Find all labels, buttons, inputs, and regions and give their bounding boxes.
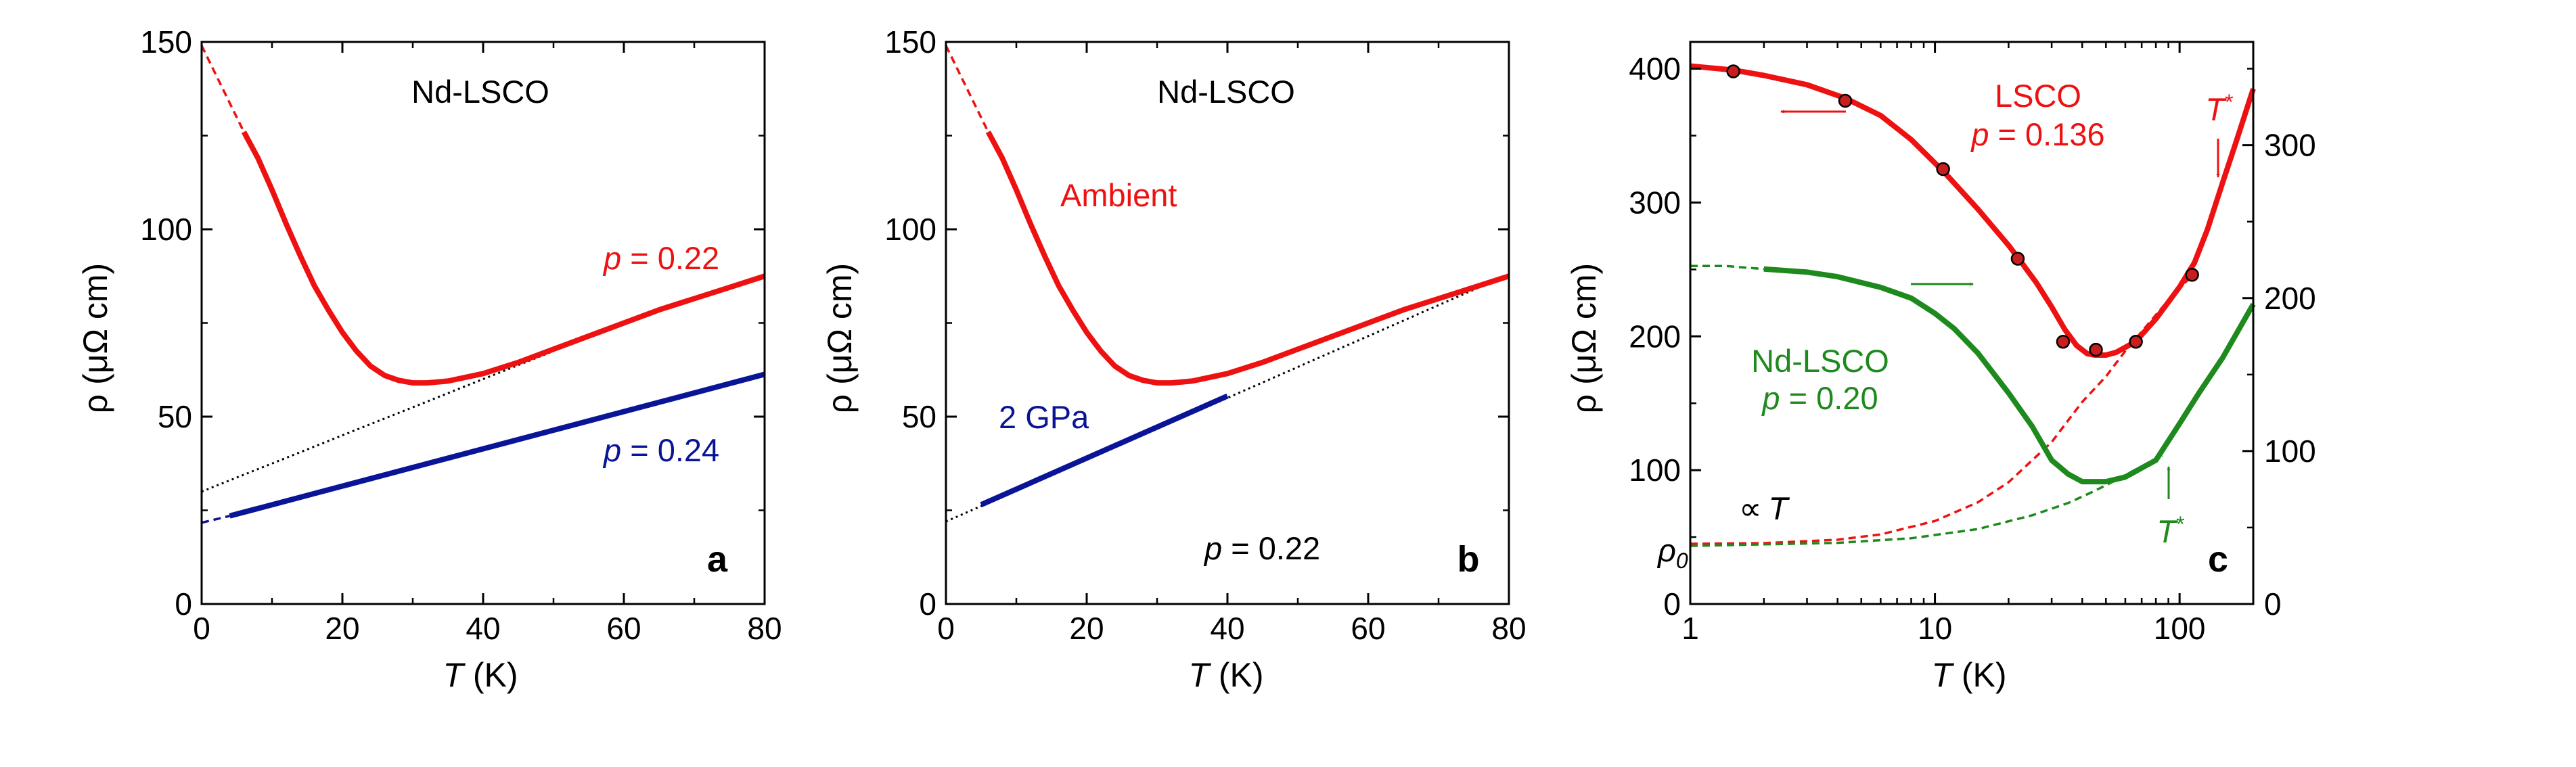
panel-c-data-point [2089,342,2103,357]
panel-c-lsco-doping-label: p = 0.136 [1970,116,2104,152]
panel-a-series-black-dotted [201,350,554,493]
panel-c-ylabel: ρ (μΩ cm) [1565,263,1603,413]
panel-a-x-tick-label: 40 [466,611,500,646]
panel-c-xlabel: T (K) [1931,656,2006,694]
panel-a-axes: 0 20 40 60 80 0 50 100 150 [140,24,782,646]
panel-b-x-tick-label: 80 [1491,611,1526,646]
panel-a-series-label-p024: p = 0.24 [602,432,719,468]
panel-a-y-tick-label: 100 [140,212,192,247]
panel-c-y-tick-label: 200 [1629,319,1681,354]
panel-a-y-tick-label: 0 [175,586,192,622]
panel-a-series-label-p022: p = 0.22 [602,240,719,276]
panel-c: 1 10 100 0 100 200 300 400 0 100 200 300 LSCO p = 0… [1565,41,2316,694]
panel-b-pressure-label: p = 0.22 [1203,530,1320,566]
panel-c-curves [1690,63,2256,547]
panel-c-lsco-label: LSCO [1995,78,2081,114]
panel-a-ylabel: ρ (μΩ cm) [76,263,114,413]
panel-c-data-point [2129,334,2143,349]
panel-b-series-ambient [985,131,1510,386]
panel-c-letter: c [2208,539,2228,580]
panel-a-y-tick-label: 50 [158,399,192,434]
panel-c-data-point [2010,252,2025,266]
panel-b-axes: 0 20 40 60 80 0 50 100 150 [884,24,1526,646]
panel-c-y-tick-label: 400 [1629,51,1681,87]
panel-c-x-tick-label: 100 [2154,611,2206,646]
panel-c-data-point [1936,162,1950,177]
panel-b-xlabel: T (K) [1188,656,1263,694]
panel-a-series-blue-dashed [201,515,231,524]
panel-c-ndlsco-label: Nd-LSCO [1751,343,1889,379]
panel-a: 0 20 40 60 80 0 50 100 150 Nd-LSCO p = 0.22 p = … [76,24,782,694]
panel-c-y-tick-label: 100 [1629,452,1681,488]
panel-a-series-red-solid [241,131,766,386]
panel-a-xlabel: T (K) [443,656,518,694]
panel-b-y-tick-label: 50 [902,399,936,434]
panel-c-y-tick-label: 300 [1629,185,1681,220]
panel-a-x-tick-label: 80 [747,611,782,646]
panel-a-frame [200,41,766,605]
panel-b-y-tick-label: 0 [919,586,936,622]
panel-c-data-point [1726,64,1740,78]
panel-a-material-label: Nd-LSCO [411,74,549,110]
panel-b-series-red-dashed [945,45,989,133]
panel-b-ylabel: ρ (μΩ cm) [821,263,859,413]
panel-c-x-tick-label: 1 [1681,611,1699,646]
panel-b-ambient-label: Ambient [1060,177,1177,213]
panel-c-ndlsco-doping-label: p = 0.20 [1761,380,1878,416]
panel-a-x-tick-label: 0 [193,611,210,646]
panel-c-y2-tick-label: 300 [2264,128,2316,163]
panel-b-curves [945,45,1510,523]
panel-c-series-nd-lsco [1763,266,2256,485]
panel-c-proportional-label: ∝ T [1739,490,1790,526]
panel-c-tstar-label-red: T* [2205,90,2233,127]
panel-c-series-green-dashed [1690,264,1764,271]
panel-a-letter: a [707,539,728,580]
panel-a-x-tick-label: 60 [606,611,641,646]
panel-c-data-point [2185,268,2199,282]
panel-b-x-tick-label: 0 [937,611,955,646]
panel-c-rho0-label: ρ0 [1656,532,1688,573]
panel-c-y2-tick-label: 100 [2264,434,2316,469]
panel-a-x-tick-label: 20 [325,611,359,646]
panel-c-series-red-dashed [1690,273,2196,545]
panel-b-frame [945,41,1510,605]
panel-c-series-lsco [1690,63,2256,358]
panel-b: 0 20 40 60 80 0 50 100 150 Nd-LSCO Ambient 2 GPa… [821,24,1527,694]
panel-c-data-point [1838,93,1853,108]
panel-c-x-tick-label: 10 [1918,611,1952,646]
panel-c-tstar-label-green: T* [2156,512,2184,549]
panel-b-y-tick-label: 100 [884,212,936,247]
panel-c-frame [1689,41,2255,605]
panel-a-series-blue-solid [229,371,766,519]
panel-a-y-tick-label: 150 [140,24,192,60]
panel-a-curves [200,45,766,524]
panel-b-letter: b [1458,539,1480,580]
panel-b-series-2-gpa [980,393,1229,507]
panel-b-2gpa-label: 2 GPa [999,399,1089,435]
panel-b-x-tick-label: 20 [1069,611,1104,646]
panel-a-series-red-dashed [200,45,245,133]
panel-c-y2-tick-label: 0 [2264,586,2282,622]
panel-c-axes: 1 10 100 0 100 200 300 400 0 100 200 300 [1629,41,2316,646]
panel-c-y-tick-label: 0 [1663,586,1681,622]
panel-b-x-tick-label: 60 [1351,611,1385,646]
panel-c-y2-tick-label: 200 [2264,281,2316,316]
panel-b-material-label: Nd-LSCO [1157,74,1295,110]
panel-b-y-tick-label: 150 [884,24,936,60]
panel-b-x-tick-label: 40 [1210,611,1244,646]
panel-c-data-point [2056,334,2071,349]
